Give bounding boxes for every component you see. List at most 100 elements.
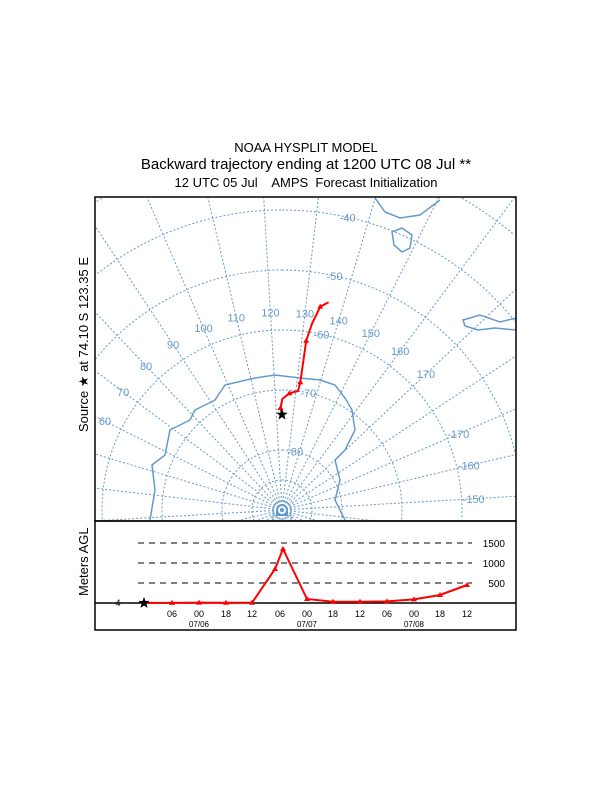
- meridian-line: [281, 495, 516, 511]
- meridian-line: [236, 509, 283, 521]
- meridian-line: [95, 311, 283, 511]
- meridian-line: [281, 197, 376, 511]
- meridian-line: [95, 509, 283, 521]
- meridian-line: [95, 487, 283, 511]
- source-label: Source ★ at 74.10 S 123.35 E: [76, 257, 91, 432]
- meridian-line: [281, 289, 516, 511]
- x-tick-label: 06: [275, 609, 285, 619]
- height-marker: [437, 592, 443, 597]
- height-frame: [94, 520, 517, 631]
- height-panel: 500 1000 1500 4 06 00 18 12 06 00 18 12 06 00 18 12 07/0…: [95, 539, 516, 629]
- height-marker: [280, 546, 286, 551]
- longitude-label: -170: [447, 429, 469, 441]
- longitude-label: 140: [330, 315, 348, 327]
- longitude-label: 120: [261, 307, 279, 319]
- trajectory-marker: [317, 303, 324, 309]
- meridian-line: [281, 509, 297, 521]
- height-marker: [357, 598, 363, 604]
- y-tick-label: 1500: [483, 539, 506, 550]
- plot-init: 12 UTC 05 Jul AMPS Forecast Initializati…: [174, 175, 438, 190]
- latitude-label: -50: [327, 271, 343, 283]
- date-label: 07/07: [297, 620, 318, 629]
- height-marker: [196, 599, 202, 605]
- source-star-icon: [276, 408, 288, 420]
- longitude-label: -160: [458, 461, 480, 473]
- coastline-tasmania: [391, 227, 413, 253]
- height-marker: [384, 598, 390, 604]
- latitude-label: -60: [313, 329, 329, 341]
- date-label: 07/08: [404, 620, 425, 629]
- map-panel: -40 -50 -60 -70 -80 60 70 80 90 100 110 120 130 140 15…: [95, 197, 516, 521]
- latitude-circle: [101, 329, 463, 520]
- longitude-label: 170: [417, 369, 435, 381]
- x-tick-label: 18: [221, 609, 231, 619]
- x-tick-label: 00: [409, 609, 419, 619]
- longitude-label: 80: [140, 361, 152, 373]
- longitude-label: 130: [296, 308, 314, 320]
- meridian-line: [281, 197, 319, 511]
- latitude-circle: [251, 479, 313, 521]
- longitude-label: 90: [167, 340, 179, 352]
- map-frame: [94, 196, 517, 522]
- longitude-label: 160: [391, 346, 409, 358]
- meridian-line: [95, 415, 283, 511]
- meridian-line: [95, 370, 283, 511]
- meridian-line: [281, 509, 293, 521]
- height-marker: [464, 582, 470, 587]
- y-tick-label: 1000: [483, 559, 506, 570]
- longitude-label: 110: [228, 312, 246, 324]
- plot-title: NOAA HYSPLIT MODEL: [234, 140, 378, 155]
- trajectory-marker: [277, 405, 284, 411]
- coastline-antarctica: [149, 374, 356, 521]
- x-tick-label: 12: [355, 609, 365, 619]
- trajectory-marker: [297, 379, 304, 385]
- height-marker: [411, 596, 417, 602]
- height-marker: [169, 599, 175, 605]
- meridian-line: [281, 509, 376, 521]
- latitude-circle: [95, 269, 516, 457]
- latitude-label: -40: [340, 212, 356, 224]
- trajectory-marker: [286, 390, 293, 396]
- start-height-label: 4: [115, 598, 120, 608]
- latitude-label: -80: [287, 446, 303, 458]
- meridian-line: [146, 197, 283, 511]
- coastline-new-zealand: [462, 314, 516, 331]
- source-star-icon: [138, 597, 150, 608]
- longitude-label: -150: [463, 494, 485, 506]
- height-line: [144, 546, 468, 604]
- latitude-circle: [96, 197, 514, 235]
- meridian-line: [257, 509, 283, 521]
- height-marker: [272, 566, 278, 571]
- date-label: 07/06: [189, 620, 210, 629]
- height-marker: [330, 598, 336, 604]
- latitude-label: -70: [300, 388, 316, 400]
- longitude-label: 150: [362, 328, 380, 340]
- meridian-line: [95, 225, 283, 511]
- meridian-line: [270, 509, 283, 521]
- x-tick-label: 18: [328, 609, 338, 619]
- x-tick-label: 12: [247, 609, 257, 619]
- meridian-line: [281, 509, 304, 521]
- height-marker: [249, 599, 255, 605]
- longitude-label: 100: [194, 323, 212, 335]
- y-axis-label: Meters AGL: [76, 527, 91, 596]
- x-tick-label: 18: [435, 609, 445, 619]
- height-marker: [223, 599, 229, 605]
- x-tick-label: 06: [382, 609, 392, 619]
- longitude-label: 60: [99, 416, 111, 428]
- meridian-line: [265, 509, 283, 521]
- longitude-label: 70: [117, 387, 129, 399]
- x-tick-label: 12: [462, 609, 472, 619]
- meridian-line: [281, 197, 516, 511]
- x-tick-label: 00: [302, 609, 312, 619]
- x-tick-label: 00: [194, 609, 204, 619]
- meridian-line: [95, 453, 283, 511]
- meridian-line: [263, 197, 283, 511]
- x-tick-label: 06: [167, 609, 177, 619]
- coastline-australia: [374, 197, 441, 219]
- y-tick-label: 500: [488, 579, 505, 590]
- meridian-line: [281, 197, 440, 511]
- trajectory-marker: [303, 337, 310, 343]
